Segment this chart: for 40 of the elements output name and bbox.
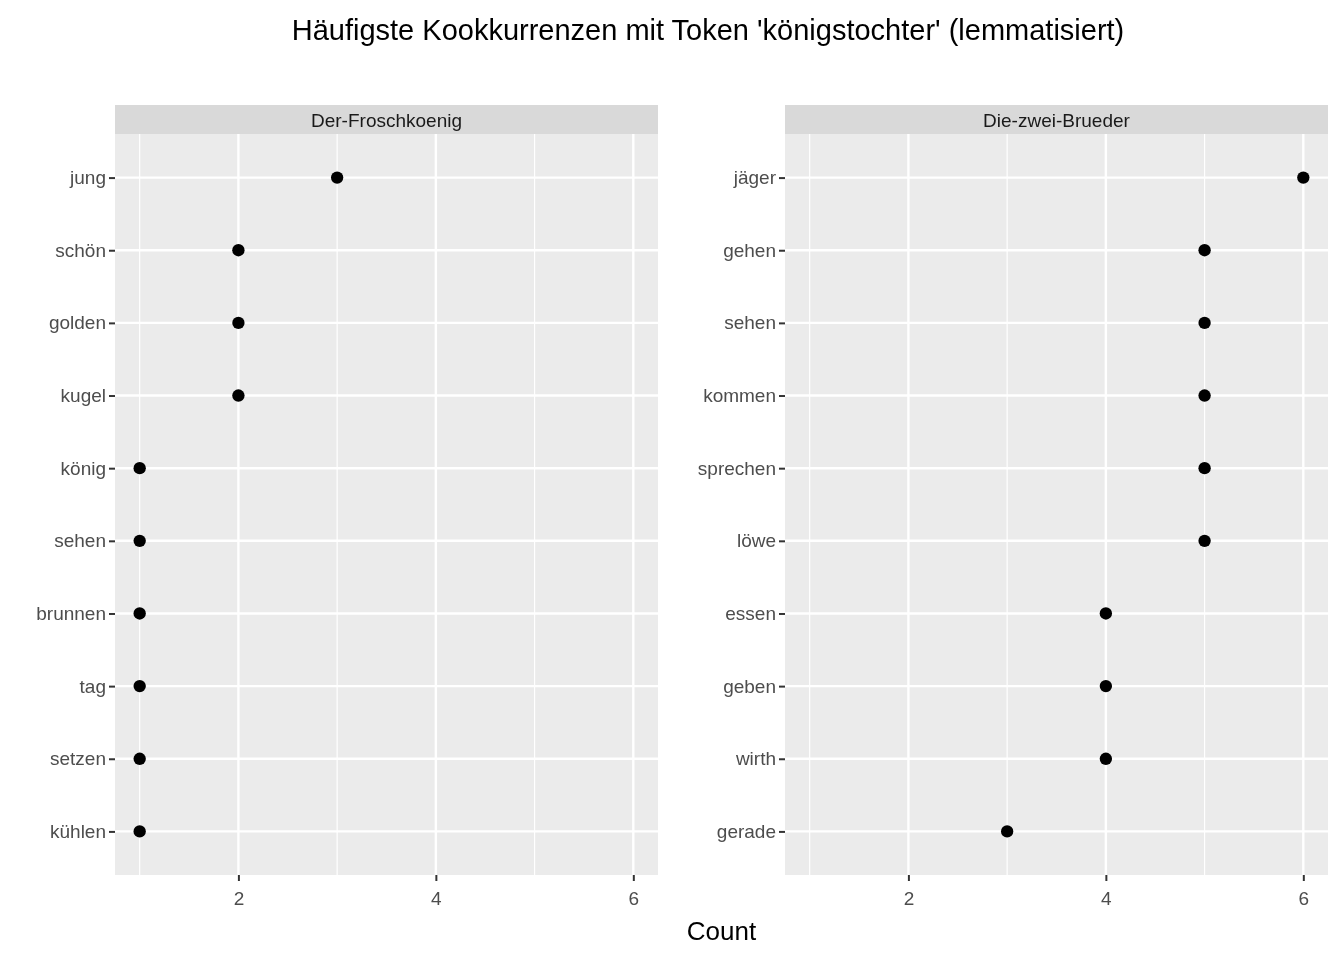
y-tick-label: sprechen: [697, 457, 776, 479]
x-axis-title: Count: [686, 916, 757, 946]
y-tick-label: setzen: [50, 748, 106, 770]
y-tick-label: könig: [60, 457, 106, 479]
y-tick-label: schön: [55, 239, 106, 261]
y-tick-label: golden: [48, 312, 106, 334]
y-tick-label: wirth: [734, 748, 776, 770]
y-tick-label: löwe: [736, 530, 776, 552]
point: [1000, 825, 1014, 838]
point: [1099, 679, 1113, 693]
x-tick-label: 2: [233, 887, 245, 909]
point: [1198, 534, 1211, 547]
y-tick-label: geben: [723, 675, 776, 697]
point: [1198, 462, 1211, 475]
y-tick-label: gehen: [723, 239, 776, 261]
point: [1198, 316, 1211, 330]
point: [1198, 244, 1211, 257]
chart-subtitle: Die-zwei-Brueder: [983, 109, 1131, 131]
y-tick-label: kommen: [703, 385, 776, 407]
point: [1198, 389, 1211, 402]
y-tick-label: gerade: [716, 820, 776, 842]
y-tick-label: kühlen: [50, 820, 106, 842]
y-tick-label: sehen: [724, 312, 776, 334]
y-tick-label: jung: [69, 167, 106, 189]
x-tick-label: 6: [1298, 887, 1310, 909]
y-tick-label: sehen: [54, 530, 106, 552]
chart-subtitle: Der-Froschkoenig: [311, 109, 462, 131]
x-tick-label: 4: [1101, 887, 1113, 909]
x-tick-label: 6: [628, 887, 640, 909]
y-tick-label: tag: [79, 675, 106, 697]
y-tick-label: kugel: [60, 385, 106, 407]
x-tick-label: 4: [431, 887, 443, 909]
y-tick-label: essen: [725, 603, 776, 625]
y-tick-label: jäger: [732, 167, 777, 189]
point: [1099, 752, 1113, 765]
x-tick-label: 2: [903, 887, 915, 909]
point: [1099, 607, 1113, 620]
chart-title: Häufigste Kookkurrenzen mit Token 'königstochter' (lemmatisiert): [291, 14, 1125, 46]
y-tick-label: brunnen: [36, 603, 106, 625]
point: [1297, 171, 1310, 184]
